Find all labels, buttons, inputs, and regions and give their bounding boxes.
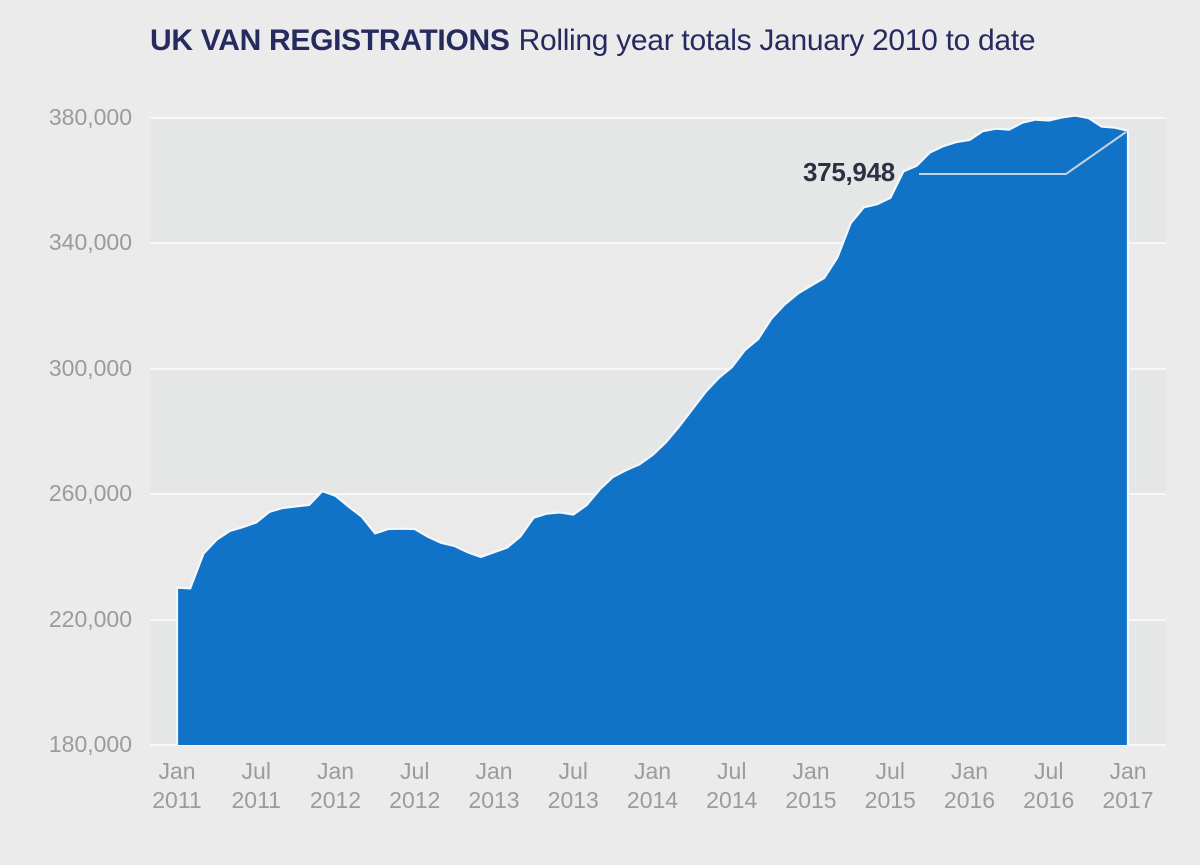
x-axis-label: Jan 2015 [785, 758, 837, 813]
plot-area [150, 117, 1166, 747]
x-axis-label: Jul 2015 [864, 758, 916, 813]
y-axis-label: 340,000 [48, 229, 132, 256]
chart-subtitle: Rolling year totals January 2010 to date [518, 24, 1036, 57]
y-axis-label: 180,000 [48, 731, 132, 757]
x-axis-label: Jan 2016 [943, 758, 996, 813]
y-axis-label: 260,000 [48, 480, 132, 507]
x-axis-label: Jul 2012 [389, 758, 441, 813]
background-band [150, 368, 1166, 495]
x-axis-label: Jan 2013 [468, 758, 520, 813]
x-axis-label: Jul 2014 [706, 758, 758, 813]
gridline [150, 242, 1166, 245]
gridline [150, 618, 1166, 621]
gridline [150, 744, 1166, 746]
x-axis-label: Jan 2012 [309, 758, 362, 813]
chart-title: UK VAN REGISTRATIONS Rolling year totals … [150, 24, 1036, 58]
x-axis-label: Jan 2017 [1102, 758, 1154, 813]
x-axis-label: Jul 2016 [1023, 758, 1075, 813]
y-axis-label: 380,000 [48, 104, 132, 130]
x-axis-label: Jan 2014 [626, 758, 679, 813]
y-axis-label: 300,000 [48, 354, 132, 381]
x-axis-label: Jan 2011 [152, 758, 202, 813]
x-axis-label: Jul 2011 [231, 758, 281, 813]
background-band [150, 243, 1166, 369]
gridline [150, 117, 1166, 119]
gridline [150, 367, 1166, 370]
y-axis-label: 220,000 [48, 605, 132, 632]
x-axis-label: Jul 2013 [547, 758, 599, 813]
annotation-label: 375,948 [803, 157, 895, 187]
background-band [150, 494, 1166, 620]
background-band [150, 619, 1166, 745]
chart-title-main: UK VAN REGISTRATIONS [150, 24, 510, 57]
background-band [150, 118, 1166, 244]
gridline [150, 493, 1166, 496]
